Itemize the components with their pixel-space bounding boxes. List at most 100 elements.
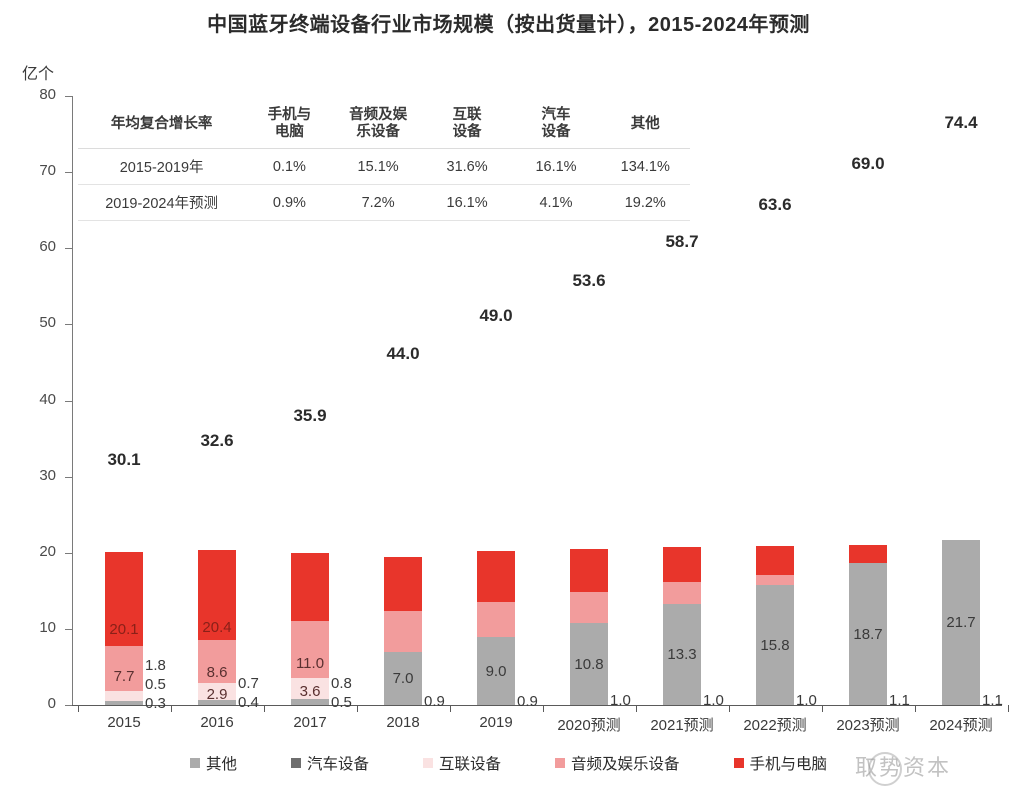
table-row: 2019-2024年预测 0.9% 7.2% 16.1% 4.1% 19.2% bbox=[78, 184, 690, 222]
bar-total-label: 58.7 bbox=[665, 232, 699, 252]
bar-total-label: 30.1 bbox=[107, 449, 141, 469]
x-tick-label: 2019 bbox=[479, 714, 513, 731]
y-tick-mark-50 bbox=[65, 324, 72, 326]
th-connected: 互联 设备 bbox=[422, 100, 512, 150]
x-tick-label: 2016 bbox=[200, 714, 234, 731]
legend-item[interactable]: 其他 bbox=[189, 752, 237, 774]
bar-group[interactable]: 20.4 8.6 2.9 0.4 0.7 32.6 bbox=[198, 96, 259, 711]
table-cell-period: 2019-2024年预测 bbox=[78, 184, 246, 222]
legend-item[interactable]: 音频及娱乐设备 bbox=[555, 752, 680, 774]
bar-segment-value: 20.4 bbox=[202, 619, 232, 637]
bar-group[interactable]: 19.412.34.57.00.944.0 bbox=[384, 96, 445, 710]
bar-group[interactable]: 20.514.86.510.81.053.6 bbox=[570, 96, 631, 709]
x-tick-label: 2020预测 bbox=[557, 717, 621, 734]
bar-segment-value: 9.0 bbox=[485, 662, 507, 680]
bar-group[interactable]: 21.119.111.421.71.174.4 bbox=[942, 96, 1003, 709]
table-cell-value: 134.1% bbox=[600, 148, 690, 186]
bar-segment-value-external: 1.1 bbox=[889, 691, 910, 709]
x-tick-label: 2021预测 bbox=[650, 717, 714, 734]
x-tick-label: 2022预测 bbox=[743, 717, 807, 734]
bar-segment-value-external: 0.8 bbox=[331, 675, 352, 693]
x-tick-mark bbox=[635, 705, 637, 712]
bar-segment-value-external: 0.3 bbox=[145, 694, 166, 712]
bar-segment-value: 7.7 bbox=[113, 667, 135, 685]
x-tick-mark bbox=[914, 705, 916, 712]
y-tick-label-40: 40 bbox=[39, 390, 56, 408]
table-cell-value: 16.1% bbox=[422, 184, 512, 222]
y-tick-mark-60 bbox=[65, 248, 72, 250]
table-body: 2015-2019年 0.1% 15.1% 31.6% 16.1% 134.1% 2019-… bbox=[78, 148, 690, 222]
legend-swatch-icon bbox=[290, 758, 301, 768]
bar-segment[interactable] bbox=[756, 584, 794, 705]
y-axis-line bbox=[72, 96, 73, 706]
bar-segment-value: 11.0 bbox=[295, 655, 325, 673]
bar-group[interactable]: 20.917.18.815.81.063.6 bbox=[756, 96, 817, 709]
x-tick-label: 2015 bbox=[107, 714, 141, 731]
bar-segment[interactable] bbox=[570, 622, 608, 705]
cagr-table: 年均复合增长率 手机与 电脑 音频及娱 乐设备 互联 设备 汽车 设备 其他 2015-… bbox=[78, 100, 690, 222]
bar-segment-value: 18.7 bbox=[853, 625, 883, 643]
bar-group[interactable]: 20.1 7.7 0.3 0.5 1.8 30.1 bbox=[105, 96, 166, 712]
y-tick-label-60: 60 bbox=[39, 238, 56, 256]
bar-group[interactable]: 20.213.55.49.00.949.0 bbox=[477, 96, 538, 710]
bar-segment[interactable] bbox=[477, 636, 515, 705]
bar-segment[interactable] bbox=[384, 651, 422, 705]
x-tick-label: 2024预测 bbox=[929, 717, 993, 734]
bar-segment-value-external: 0.4 bbox=[238, 694, 259, 712]
table-cell-value: 4.1% bbox=[511, 184, 601, 222]
y-tick-label-80: 80 bbox=[39, 86, 56, 103]
y-tick-label-70: 70 bbox=[39, 162, 56, 180]
x-tick-label: 2018 bbox=[386, 714, 420, 731]
bar-segment[interactable] bbox=[942, 539, 980, 705]
bar-segment-value: 10.8 bbox=[574, 655, 604, 673]
x-tick-mark bbox=[449, 705, 451, 712]
bar-segment[interactable] bbox=[198, 682, 236, 705]
legend-item[interactable]: 手机与电脑 bbox=[733, 752, 827, 774]
legend-swatch-icon bbox=[422, 758, 433, 768]
bar-total-label: 49.0 bbox=[479, 305, 513, 325]
y-tick-mark-80 bbox=[65, 96, 72, 97]
bar-segment-value: 15.8 bbox=[760, 636, 790, 654]
table-header-row: 年均复合增长率 手机与 电脑 音频及娱 乐设备 互联 设备 汽车 设备 其他 bbox=[78, 100, 690, 150]
x-tick-mark bbox=[1007, 705, 1009, 712]
legend-item[interactable]: 汽车设备 bbox=[290, 752, 369, 774]
th-audio: 音频及娱 乐设备 bbox=[333, 100, 423, 150]
bar-group[interactable]: 21.018.210.118.71.169.0 bbox=[849, 96, 910, 709]
x-tick-label: 2023预测 bbox=[836, 717, 900, 734]
bar-segment[interactable] bbox=[105, 701, 143, 705]
bar-segment[interactable] bbox=[663, 603, 701, 705]
bar-group[interactable]: 20.011.03.60.50.835.9 bbox=[291, 96, 352, 711]
y-tick-label-50: 50 bbox=[39, 314, 56, 332]
x-tick-mark bbox=[263, 705, 265, 712]
y-tick-mark-10 bbox=[65, 628, 72, 630]
y-tick-mark-30 bbox=[65, 476, 72, 478]
y-tick-label-0: 0 bbox=[47, 695, 56, 712]
th-automotive: 汽车 设备 bbox=[511, 100, 601, 150]
bar-segment[interactable] bbox=[198, 699, 236, 705]
th-other: 其他 bbox=[600, 100, 690, 150]
table-cell-value: 7.2% bbox=[333, 184, 423, 222]
bar-segment-value-external: 0.5 bbox=[145, 675, 166, 693]
legend-swatch-icon bbox=[189, 758, 200, 768]
bar-total-label: 35.9 bbox=[293, 405, 327, 425]
bar-segment-value-external: 0.5 bbox=[331, 694, 352, 712]
table-cell-value: 15.1% bbox=[333, 148, 423, 186]
bar-segment-value-external: 0.9 bbox=[424, 692, 445, 710]
x-tick-mark bbox=[728, 705, 730, 712]
bar-segment-value: 2.9 bbox=[206, 685, 228, 703]
bar-group[interactable]: 20.716.17.613.31.058.7 bbox=[663, 96, 724, 709]
bar-segment-value-external: 0.9 bbox=[517, 692, 538, 710]
bar-segment-value-external: 1.0 bbox=[610, 692, 631, 710]
x-tick-mark bbox=[542, 705, 544, 712]
th-audio-l2: 乐设备 bbox=[356, 124, 400, 141]
bar-segment[interactable] bbox=[291, 698, 329, 705]
bar-segment-value: 7.0 bbox=[392, 670, 414, 688]
bar-segment-value: 8.6 bbox=[206, 664, 228, 682]
table-cell-value: 0.9% bbox=[245, 184, 334, 222]
th-cagr: 年均复合增长率 bbox=[78, 100, 246, 150]
bar-segment-value-external: 0.7 bbox=[238, 675, 259, 693]
legend-item[interactable]: 互联设备 bbox=[422, 752, 501, 774]
bar-total-label: 74.4 bbox=[944, 112, 978, 132]
x-tick-label: 2017 bbox=[293, 714, 327, 731]
bar-segment[interactable] bbox=[849, 562, 887, 705]
